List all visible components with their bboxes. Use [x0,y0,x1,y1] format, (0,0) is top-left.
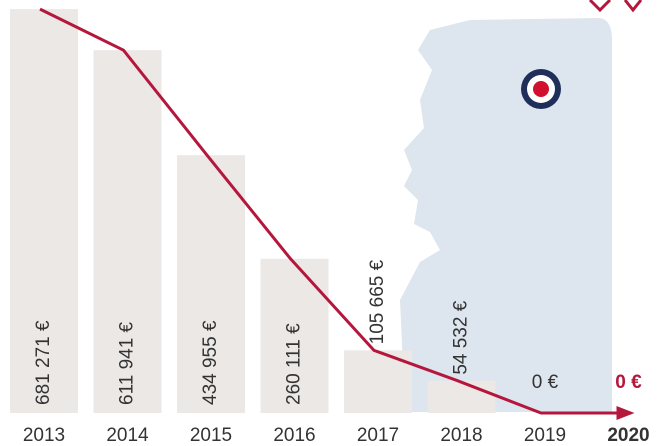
value-label: 434 955 € [200,320,221,405]
value-label: 105 665 € [367,259,388,344]
x-tick-label: 2018 [440,425,482,446]
bar [10,9,78,414]
x-tick-label: 2015 [190,425,232,446]
arrow-head [616,406,635,420]
value-label: 54 532 € [451,300,472,374]
bar [177,155,245,413]
head-silhouette [400,18,612,412]
x-tick-label: 2016 [273,425,315,446]
x-tick-label: 2020 [607,425,649,446]
bar [427,380,496,413]
roundel-inner [533,81,549,97]
value-label: 681 271 € [33,320,54,405]
bar [260,258,329,413]
x-tick-label: 2013 [23,425,65,446]
value-label: 0 € [532,372,559,393]
bar [93,50,162,413]
trend-line [39,7,629,415]
decoration [588,0,643,13]
value-label: 260 111 € [284,323,305,405]
value-label: 0 € [615,372,642,393]
x-tick-label: 2014 [106,425,149,446]
value-label: 611 941 € [117,321,138,405]
x-tick-label: 2017 [357,425,399,446]
silhouette [400,0,643,412]
x-tick-label: 2019 [524,425,566,446]
